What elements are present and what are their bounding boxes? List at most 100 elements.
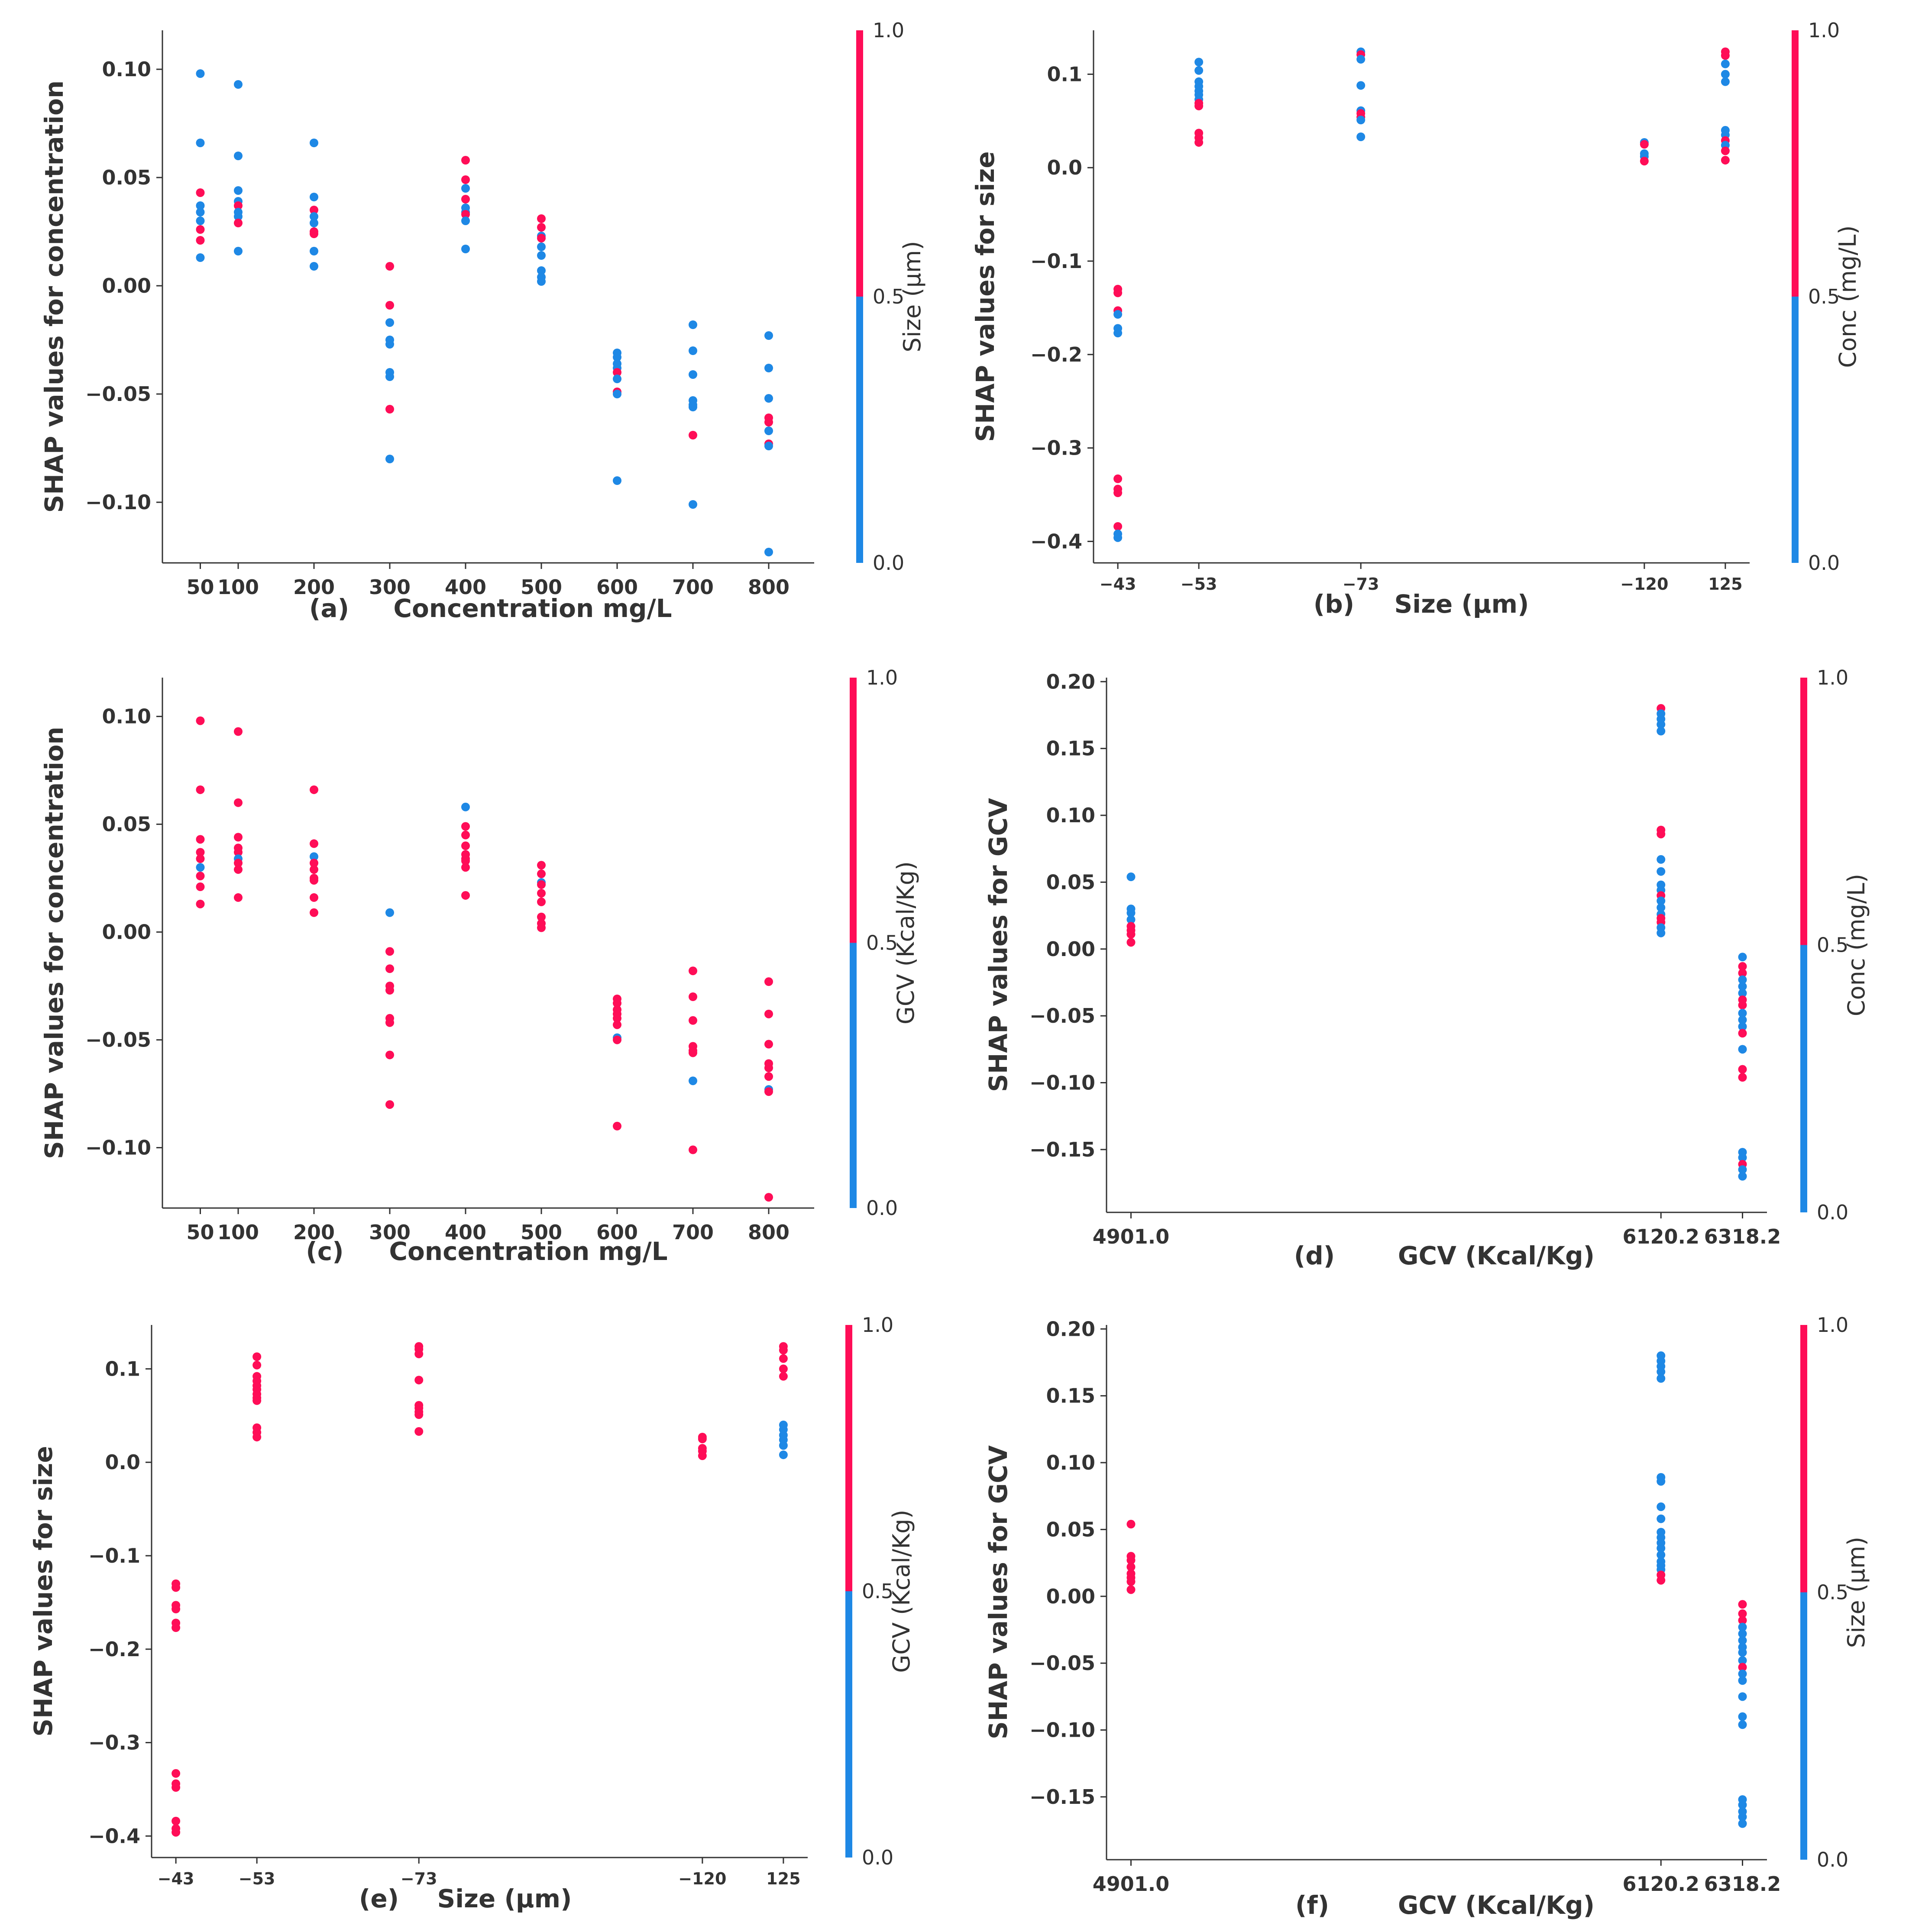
data-point [1738, 1692, 1747, 1701]
data-point [1657, 896, 1666, 905]
data-point [537, 277, 546, 286]
colorbar-high-segment [1792, 30, 1799, 297]
data-point [385, 1018, 394, 1027]
data-point [1738, 1609, 1747, 1618]
data-point [196, 716, 205, 725]
data-point [385, 964, 394, 973]
data-point [385, 1050, 394, 1060]
data-point [1657, 1576, 1666, 1585]
data-point [1113, 310, 1123, 319]
x-tick-label: 400 [445, 1221, 486, 1244]
data-point [461, 856, 470, 866]
data-point [461, 841, 470, 850]
data-point [764, 977, 773, 986]
y-tick-label: −0.4 [88, 1824, 140, 1848]
x-axis-label: GCV (Kcal/Kg) [1398, 1241, 1595, 1270]
data-point [310, 839, 318, 848]
chart-panel-2: 0.1 0.0 −0.1 −0.2 −0.3 −0.4 −43 −53 −73 −120 125 (b… [971, 19, 1861, 619]
data-point [1126, 1520, 1136, 1529]
data-point [613, 1020, 621, 1029]
data-point [537, 251, 546, 260]
data-point [1738, 982, 1747, 991]
x-tick-label: 4901.0 [1093, 1225, 1170, 1248]
data-point [196, 253, 205, 262]
data-point [196, 882, 205, 892]
colorbar-tick-label: 1.0 [1817, 666, 1848, 689]
data-point [414, 1376, 424, 1385]
y-axis-label: SHAP values for size [971, 151, 1000, 442]
y-tick-label: 0.20 [1046, 1317, 1096, 1341]
data-point [385, 947, 394, 956]
data-point [698, 1451, 707, 1460]
data-point [1738, 1015, 1747, 1024]
data-point [310, 212, 318, 221]
colorbar-tick-label: 1.0 [1808, 19, 1840, 42]
data-point [779, 1364, 788, 1373]
colorbar-tick-label: 1.0 [862, 1313, 893, 1337]
data-point [1657, 1374, 1666, 1383]
data-point [1721, 51, 1730, 60]
data-point [1738, 1800, 1747, 1809]
data-point [613, 998, 621, 1008]
colorbar-tick-label: 0.5 [866, 931, 898, 955]
data-point [310, 865, 318, 874]
data-point [764, 1009, 773, 1018]
data-point [1657, 727, 1666, 736]
x-tick-label: 100 [217, 1221, 259, 1244]
data-point [1657, 1544, 1666, 1553]
y-tick-label: 0.05 [1046, 870, 1096, 894]
data-point [613, 390, 621, 398]
data-point [234, 212, 243, 221]
data-point [1657, 1477, 1666, 1486]
data-point [764, 331, 773, 340]
data-point [1657, 1502, 1666, 1511]
data-point [1356, 116, 1365, 125]
colorbar-tick-label: 1.0 [1817, 1313, 1848, 1337]
data-point [689, 966, 697, 976]
data-point [461, 830, 470, 840]
y-tick-label: −0.10 [1029, 1719, 1095, 1742]
data-point [385, 908, 394, 917]
data-point [689, 1016, 697, 1025]
data-point [1194, 58, 1204, 67]
colorbar-low-segment [1792, 297, 1799, 563]
panel-label: (c) [306, 1237, 343, 1266]
data-point [234, 865, 243, 874]
data-point [1657, 720, 1666, 729]
y-tick-label: 0.05 [102, 166, 152, 189]
data-point [234, 833, 243, 842]
data-point [385, 262, 394, 271]
data-point [234, 859, 243, 868]
data-point [764, 1040, 773, 1049]
data-point [689, 1145, 697, 1154]
data-point [764, 418, 773, 426]
data-point [1194, 138, 1204, 147]
y-tick-label: −0.15 [1029, 1785, 1095, 1809]
data-point [1738, 1022, 1747, 1031]
data-point [537, 869, 546, 879]
data-point [537, 897, 546, 906]
colorbar-label: GCV (Kcal/Kg) [888, 1510, 915, 1673]
y-tick-label: −0.05 [1029, 1004, 1095, 1027]
data-point [537, 861, 546, 870]
data-point [779, 1450, 788, 1459]
x-tick-label: 300 [369, 575, 411, 599]
colorbar-low-segment [1800, 945, 1807, 1212]
data-point [1721, 155, 1730, 165]
chart-panel-3: 0.10 0.05 0.00 −0.05 −0.10 50 100 200 300 400 500 6… [39, 666, 919, 1266]
data-point [234, 219, 243, 227]
data-point [196, 872, 205, 881]
data-point [385, 1100, 394, 1109]
data-point [1738, 1720, 1747, 1729]
data-point [171, 1605, 181, 1613]
data-point [234, 798, 243, 807]
colorbar-high-segment [1800, 678, 1807, 945]
data-point [171, 1769, 181, 1778]
data-point [171, 1623, 181, 1632]
y-axis-label: SHAP values for GCV [984, 798, 1013, 1092]
chart-panel-4: 0.20 0.15 0.10 0.05 0.00 −0.05 −0.10 −0.15 4901.… [984, 666, 1870, 1270]
data-point [234, 152, 243, 160]
data-point [1721, 146, 1730, 155]
data-point [689, 320, 697, 329]
data-point [1738, 1165, 1747, 1174]
